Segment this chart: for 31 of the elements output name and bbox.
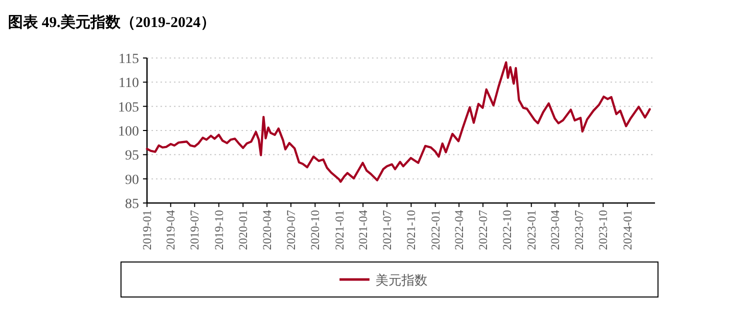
x-tick-label: 2024-01 [620,210,634,250]
line-series [146,61,651,183]
x-tick-label: 2022-07 [476,210,490,250]
x-tick-label: 2023-04 [548,210,562,250]
x-tick-label: 2019-01 [140,210,154,250]
y-tick-label: 115 [118,52,139,67]
x-tick-label: 2019-04 [164,210,178,250]
x-tick-label: 2019-07 [188,210,202,250]
x-tick-label: 2023-07 [572,210,586,250]
x-tick-label: 2021-10 [404,210,418,250]
chart-title: 图表 49.美元指数（2019-2024） [8,13,216,31]
x-tick-label: 2019-10 [212,210,226,250]
x-tick-label: 2020-04 [260,210,274,250]
x-tick-label: 2022-10 [500,210,514,250]
x-tick-label: 2020-01 [236,210,250,250]
x-tick-label: 2020-07 [284,210,298,250]
legend-label: 美元指数 [376,272,428,288]
y-tick-label: 100 [118,124,139,140]
y-tick-label: 110 [118,76,139,92]
y-tick-label: 105 [118,100,139,116]
x-tick-label: 2021-01 [332,210,346,250]
x-tick-label: 2022-04 [452,210,466,250]
x-tick-label: 2021-04 [356,210,370,250]
x-tick-label: 2020-10 [308,210,322,250]
y-tick-label: 95 [125,148,139,164]
y-tick-label: 90 [125,172,139,188]
x-tick-label: 2021-07 [380,210,394,250]
x-tick-label: 2023-01 [524,210,538,250]
x-tick-label: 2022-01 [428,210,442,250]
y-tick-label: 85 [125,197,139,212]
x-tick-label: 2023-10 [596,210,610,250]
